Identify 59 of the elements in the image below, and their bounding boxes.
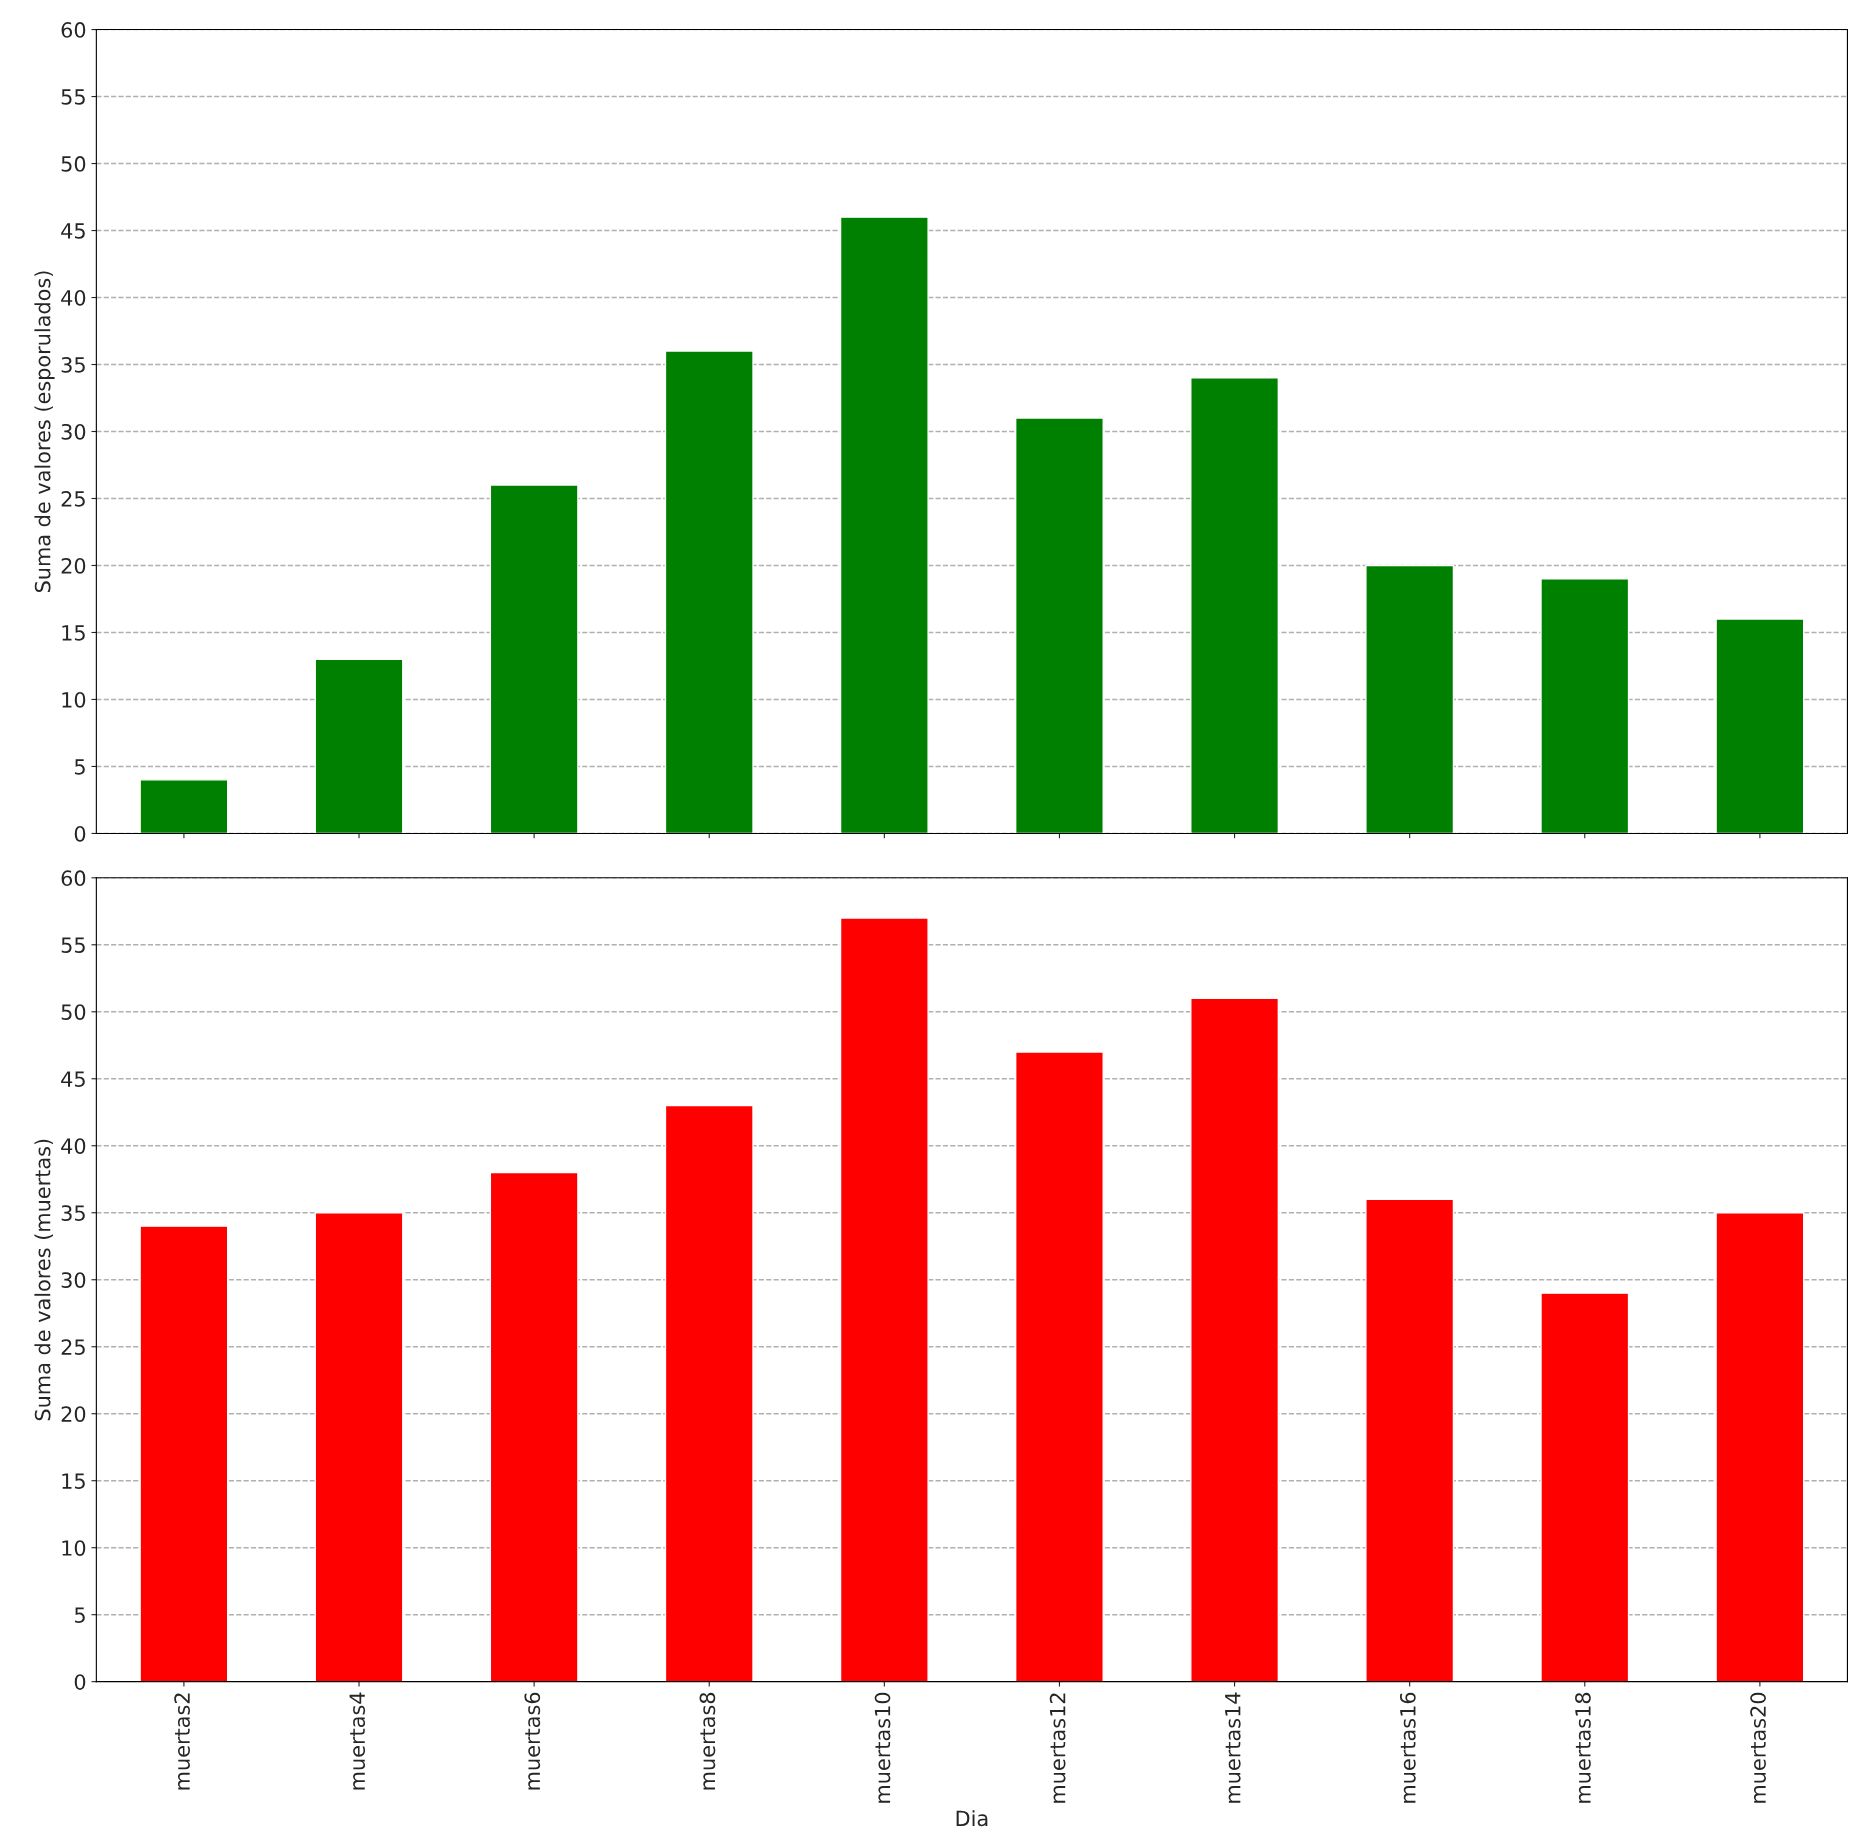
bar: [139, 1225, 229, 1682]
x-tick-label: muertas18: [1575, 1692, 1591, 1803]
y-tick-label: 15: [62, 1473, 85, 1489]
bar: [839, 216, 929, 834]
x-tick-label: muertas4: [349, 1692, 366, 1790]
y-tick-label: 5: [74, 1607, 85, 1623]
bar: [314, 1212, 404, 1682]
y-tick-label: 25: [61, 1339, 85, 1355]
x-tick-label: muertas8: [699, 1692, 716, 1790]
bar: [1715, 618, 1805, 834]
x-tick-label: muertas20: [1750, 1692, 1766, 1803]
y-tick-label: 0: [74, 1674, 86, 1690]
y-tick-label: 35: [61, 1205, 85, 1221]
bar: [489, 484, 579, 834]
y-tick-label: 30: [61, 1272, 86, 1288]
y-tick-label: 20: [61, 557, 86, 574]
x-tick-label: muertas12: [1049, 1693, 1066, 1803]
bar: [1715, 1212, 1805, 1682]
x-axis-title: Dia: [956, 1810, 988, 1827]
y-tick-label: 40: [61, 1138, 86, 1154]
bar: [489, 1171, 579, 1682]
y-tick-label: 50: [61, 156, 86, 172]
y-tick-label: 15: [62, 625, 85, 641]
y-tick-label: 60: [61, 870, 86, 887]
x-tick-label: muertas2: [174, 1693, 190, 1790]
y-tick-label: 45: [61, 1071, 85, 1087]
bar: [1540, 1292, 1630, 1682]
y-tick-label: 45: [61, 223, 85, 239]
bar: [1540, 578, 1630, 834]
y-tick-label: 30: [61, 423, 86, 440]
y-tick-label: 10: [62, 1540, 86, 1556]
y-tick-label: 60: [61, 22, 86, 38]
bar: [1014, 1051, 1104, 1682]
y-tick-label: 35: [61, 356, 85, 373]
bar: [1365, 1198, 1455, 1682]
y-tick-label: 25: [61, 490, 85, 507]
bar: [1365, 564, 1455, 834]
y-tick-label: 0: [74, 825, 86, 842]
y-tick-label: 40: [61, 289, 86, 306]
y-tick-label: 50: [61, 1004, 86, 1020]
bar: [314, 658, 404, 834]
y-axis-title: Suma de valores (esporulados): [34, 271, 55, 593]
y-tick-label: 5: [74, 759, 85, 775]
bar: [664, 1104, 754, 1682]
bar: [664, 350, 754, 834]
x-tick-label: muertas14: [1225, 1692, 1241, 1803]
x-tick-label: muertas10: [874, 1692, 891, 1803]
y-tick-label: 55: [61, 937, 85, 953]
y-tick-label: 20: [61, 1406, 86, 1422]
bar: [139, 779, 229, 834]
bar: [1190, 377, 1280, 834]
bar: [839, 917, 929, 1682]
x-tick-label: muertas6: [524, 1692, 541, 1790]
y-tick-label: 10: [62, 691, 86, 708]
bar: [1014, 417, 1104, 834]
y-tick-label: 55: [61, 89, 85, 105]
x-tick-label: muertas16: [1399, 1692, 1416, 1803]
bar: [1190, 997, 1280, 1682]
y-axis-title: Suma de valores (muertas): [34, 1139, 53, 1421]
